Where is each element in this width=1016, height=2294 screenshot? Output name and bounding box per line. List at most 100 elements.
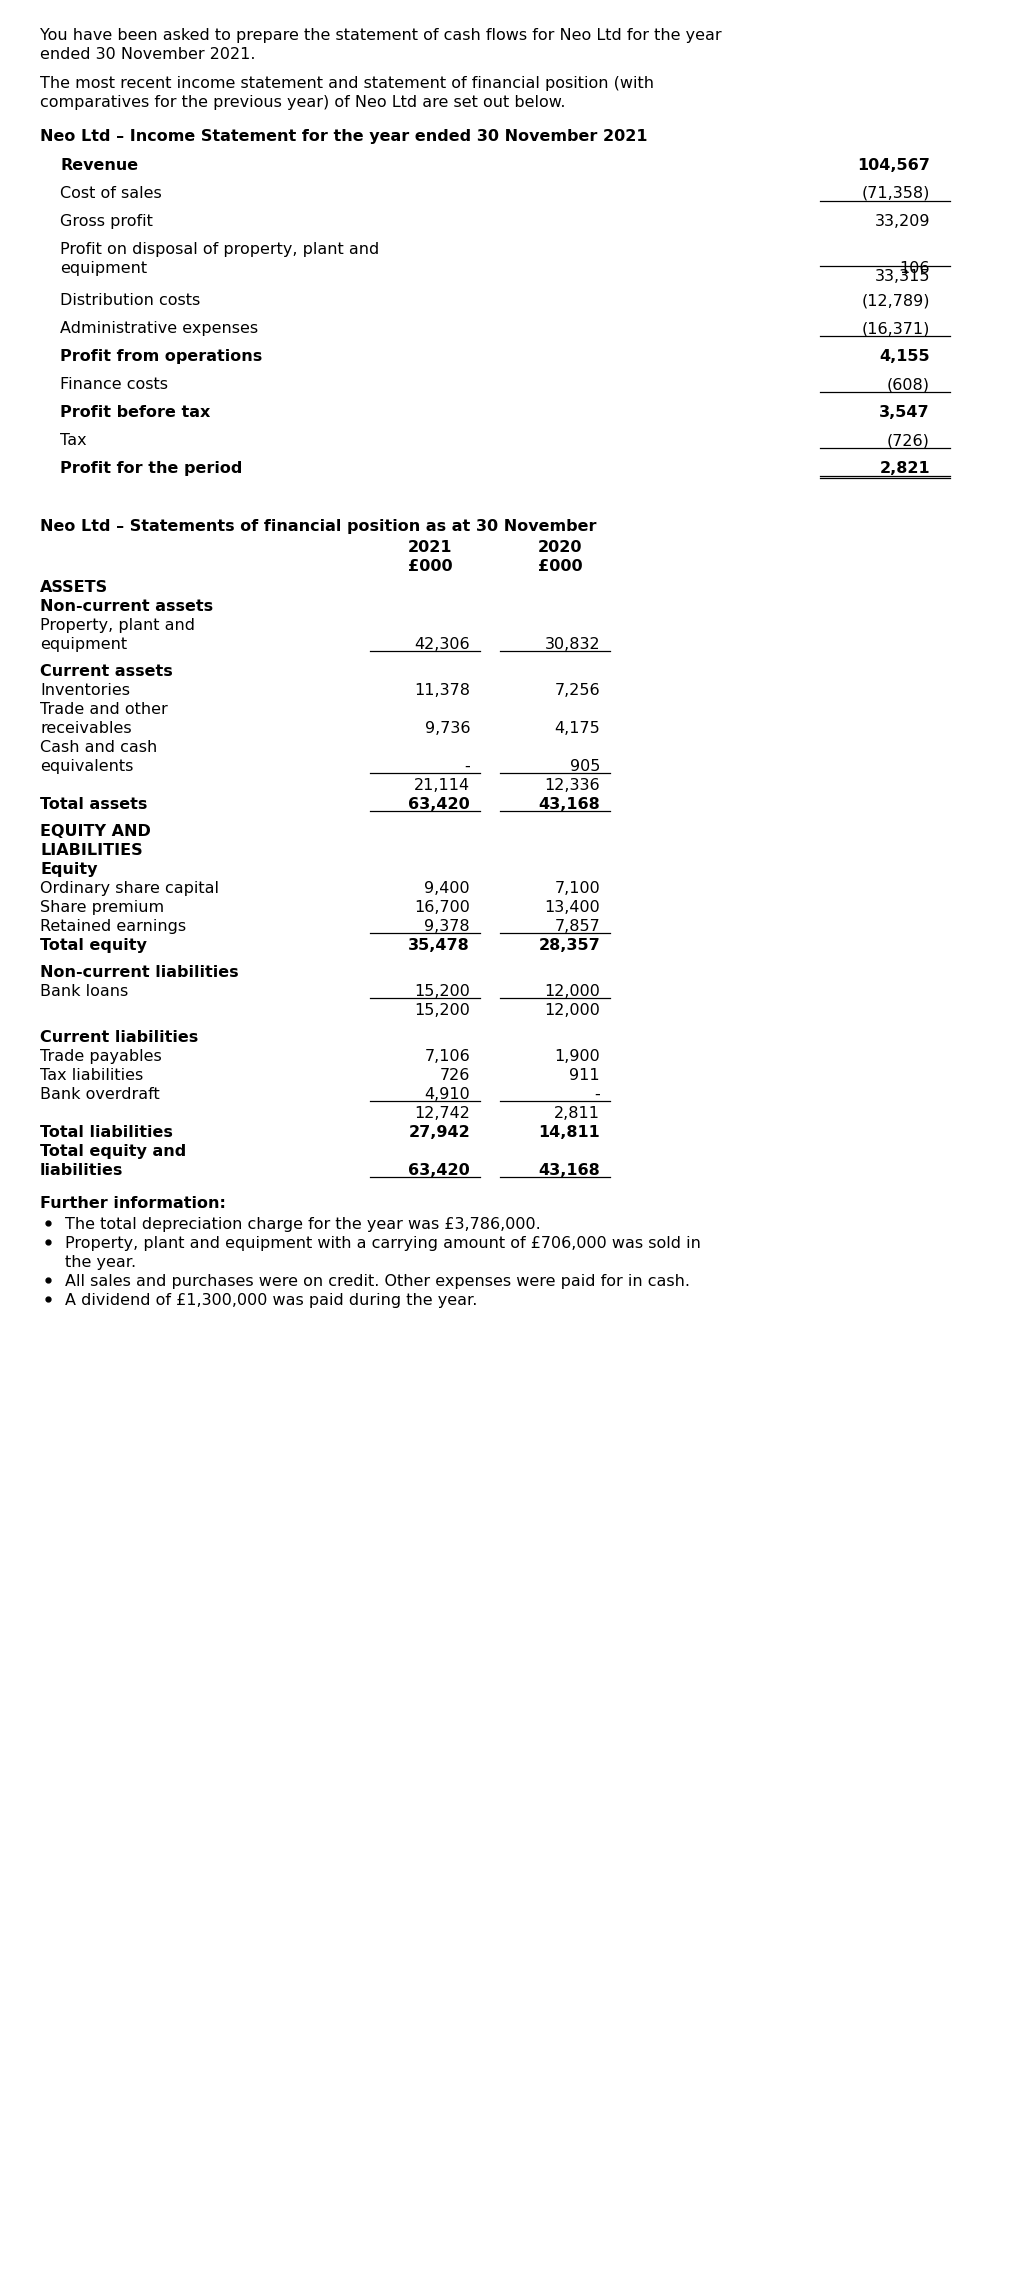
Text: Total equity: Total equity (40, 938, 147, 952)
Text: Current assets: Current assets (40, 663, 173, 679)
Text: 13,400: 13,400 (545, 899, 600, 915)
Text: 12,000: 12,000 (545, 984, 600, 998)
Text: 2020: 2020 (537, 539, 582, 555)
Text: 911: 911 (569, 1069, 600, 1083)
Text: The most recent income statement and statement of financial position (with: The most recent income statement and sta… (40, 76, 654, 92)
Text: equipment: equipment (40, 638, 127, 651)
Text: (71,358): (71,358) (862, 186, 930, 202)
Text: 905: 905 (570, 759, 600, 773)
Text: liabilities: liabilities (40, 1163, 123, 1179)
Text: 15,200: 15,200 (415, 1002, 470, 1019)
Text: Tax: Tax (60, 434, 86, 447)
Text: ASSETS: ASSETS (40, 580, 108, 594)
Text: 42,306: 42,306 (415, 638, 470, 651)
Text: Non-current assets: Non-current assets (40, 599, 213, 615)
Text: 4,910: 4,910 (425, 1087, 470, 1101)
Text: Total liabilities: Total liabilities (40, 1124, 173, 1140)
Text: 7,256: 7,256 (555, 684, 600, 697)
Text: £000: £000 (537, 560, 582, 574)
Text: 3,547: 3,547 (880, 406, 930, 420)
Text: Bank overdraft: Bank overdraft (40, 1087, 160, 1101)
Text: Distribution costs: Distribution costs (60, 294, 200, 307)
Text: Equity: Equity (40, 863, 98, 876)
Text: Ordinary share capital: Ordinary share capital (40, 881, 219, 897)
Text: 9,378: 9,378 (425, 920, 470, 934)
Text: Property, plant and equipment with a carrying amount of £706,000 was sold in: Property, plant and equipment with a car… (65, 1236, 701, 1250)
Text: Profit for the period: Profit for the period (60, 461, 243, 475)
Text: 12,000: 12,000 (545, 1002, 600, 1019)
Text: 63,420: 63,420 (408, 1163, 470, 1179)
Text: (16,371): (16,371) (862, 321, 930, 335)
Text: Finance costs: Finance costs (60, 376, 168, 392)
Text: 7,106: 7,106 (425, 1048, 470, 1064)
Text: 9,736: 9,736 (425, 720, 470, 736)
Text: receivables: receivables (40, 720, 132, 736)
Text: 28,357: 28,357 (538, 938, 600, 952)
Text: ended 30 November 2021.: ended 30 November 2021. (40, 46, 255, 62)
Text: 15,200: 15,200 (415, 984, 470, 998)
Text: Retained earnings: Retained earnings (40, 920, 186, 934)
Text: Profit from operations: Profit from operations (60, 349, 262, 365)
Text: 2021: 2021 (407, 539, 452, 555)
Text: Gross profit: Gross profit (60, 213, 152, 229)
Text: All sales and purchases were on credit. Other expenses were paid for in cash.: All sales and purchases were on credit. … (65, 1273, 690, 1289)
Text: 4,155: 4,155 (880, 349, 930, 365)
Text: Administrative expenses: Administrative expenses (60, 321, 258, 335)
Text: equipment: equipment (60, 262, 147, 275)
Text: £000: £000 (407, 560, 452, 574)
Text: Non-current liabilities: Non-current liabilities (40, 966, 239, 980)
Text: Bank loans: Bank loans (40, 984, 128, 998)
Text: Trade and other: Trade and other (40, 702, 168, 718)
Text: -: - (464, 759, 470, 773)
Text: A dividend of £1,300,000 was paid during the year.: A dividend of £1,300,000 was paid during… (65, 1294, 478, 1308)
Text: 43,168: 43,168 (538, 1163, 600, 1179)
Text: comparatives for the previous year) of Neo Ltd are set out below.: comparatives for the previous year) of N… (40, 94, 566, 110)
Text: -: - (594, 1087, 600, 1101)
Text: 4,175: 4,175 (555, 720, 600, 736)
Text: Profit on disposal of property, plant and: Profit on disposal of property, plant an… (60, 241, 379, 257)
Text: 30,832: 30,832 (545, 638, 600, 651)
Text: Trade payables: Trade payables (40, 1048, 162, 1064)
Text: Tax liabilities: Tax liabilities (40, 1069, 143, 1083)
Text: Property, plant and: Property, plant and (40, 617, 195, 633)
Text: Cost of sales: Cost of sales (60, 186, 162, 202)
Text: You have been asked to prepare the statement of cash flows for Neo Ltd for the y: You have been asked to prepare the state… (40, 28, 721, 44)
Text: 7,100: 7,100 (555, 881, 600, 897)
Text: 35,478: 35,478 (408, 938, 470, 952)
Text: 33,209: 33,209 (875, 213, 930, 229)
Text: Total assets: Total assets (40, 796, 147, 812)
Text: 106: 106 (899, 262, 930, 275)
Text: 7,857: 7,857 (555, 920, 600, 934)
Text: 27,942: 27,942 (408, 1124, 470, 1140)
Text: The total depreciation charge for the year was £3,786,000.: The total depreciation charge for the ye… (65, 1218, 541, 1232)
Text: 2,811: 2,811 (554, 1106, 600, 1122)
Text: EQUITY AND: EQUITY AND (40, 824, 150, 840)
Text: 14,811: 14,811 (538, 1124, 600, 1140)
Text: Share premium: Share premium (40, 899, 165, 915)
Text: Further information:: Further information: (40, 1195, 226, 1211)
Text: (726): (726) (887, 434, 930, 447)
Text: 11,378: 11,378 (414, 684, 470, 697)
Text: Cash and cash: Cash and cash (40, 741, 157, 755)
Text: 9,400: 9,400 (425, 881, 470, 897)
Text: Profit before tax: Profit before tax (60, 406, 210, 420)
Text: 43,168: 43,168 (538, 796, 600, 812)
Text: 726: 726 (440, 1069, 470, 1083)
Text: 12,742: 12,742 (415, 1106, 470, 1122)
Text: Neo Ltd – Income Statement for the year ended 30 November 2021: Neo Ltd – Income Statement for the year … (40, 128, 647, 145)
Text: Neo Ltd – Statements of financial position as at 30 November: Neo Ltd – Statements of financial positi… (40, 518, 596, 535)
Text: Inventories: Inventories (40, 684, 130, 697)
Text: equivalents: equivalents (40, 759, 133, 773)
Text: 12,336: 12,336 (545, 778, 600, 794)
Text: 21,114: 21,114 (414, 778, 470, 794)
Text: Total equity and: Total equity and (40, 1145, 186, 1158)
Text: (608): (608) (887, 376, 930, 392)
Text: 16,700: 16,700 (415, 899, 470, 915)
Text: 2,821: 2,821 (880, 461, 930, 475)
Text: Revenue: Revenue (60, 158, 138, 172)
Text: 1,900: 1,900 (555, 1048, 600, 1064)
Text: 104,567: 104,567 (858, 158, 930, 172)
Text: the year.: the year. (65, 1255, 136, 1271)
Text: LIABILITIES: LIABILITIES (40, 842, 142, 858)
Text: 33,315: 33,315 (875, 268, 930, 284)
